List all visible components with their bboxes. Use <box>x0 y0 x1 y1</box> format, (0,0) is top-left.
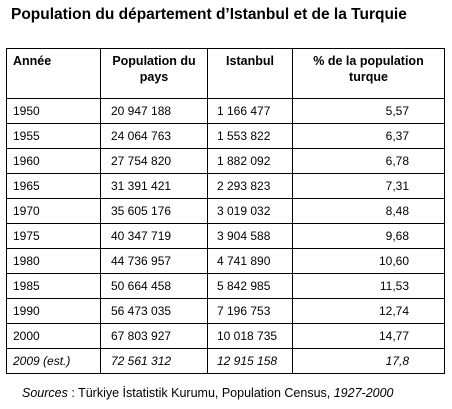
table-row: 1975 40 347 719 3 904 588 9,68 <box>6 223 445 249</box>
header-percent: % de la population turque <box>292 48 445 99</box>
year-cell: 1975 <box>6 223 101 249</box>
country-population-cell: 44 736 957 <box>100 248 208 274</box>
country-population-cell: 50 664 458 <box>100 273 208 299</box>
source-years: 1927-2000 <box>333 386 394 400</box>
year-cell: 1960 <box>6 148 101 174</box>
country-population-cell: 31 391 421 <box>100 173 208 199</box>
percent-cell: 8,48 <box>292 198 445 224</box>
country-population-cell: 40 347 719 <box>100 223 208 249</box>
percent-cell: 6,37 <box>292 123 445 149</box>
table-row: 1985 50 664 458 5 842 985 11,53 <box>6 273 445 299</box>
table-row: 1965 31 391 421 2 293 823 7,31 <box>6 173 445 199</box>
table-row: 1980 44 736 957 4 741 890 10,60 <box>6 248 445 274</box>
table-row: 2000 67 803 927 10 018 735 14,77 <box>6 323 445 349</box>
header-istanbul: Istanbul <box>207 48 293 99</box>
year-cell: 1950 <box>6 98 101 124</box>
istanbul-population-cell: 7 196 753 <box>207 298 293 324</box>
country-population-cell: 20 947 188 <box>100 98 208 124</box>
table-header-row: Année Population du pays Istanbul % de l… <box>6 48 445 99</box>
year-cell: 1980 <box>6 248 101 274</box>
istanbul-population-cell: 1 553 822 <box>207 123 293 149</box>
year-cell: 1955 <box>6 123 101 149</box>
year-cell: 1970 <box>6 198 101 224</box>
percent-cell: 12,74 <box>292 298 445 324</box>
percent-cell: 9,68 <box>292 223 445 249</box>
source-note: Sources : Türkiye İstatistik Kurumu, Pop… <box>22 386 394 400</box>
percent-cell: 7,31 <box>292 173 445 199</box>
istanbul-population-cell: 5 842 985 <box>207 273 293 299</box>
population-table: Année Population du pays Istanbul % de l… <box>6 48 445 374</box>
table-row: 1955 24 064 763 1 553 822 6,37 <box>6 123 445 149</box>
table-row: 1970 35 605 176 3 019 032 8,48 <box>6 198 445 224</box>
percent-cell: 14,77 <box>292 323 445 349</box>
istanbul-population-cell: 2 293 823 <box>207 173 293 199</box>
table-row: 1950 20 947 188 1 166 477 5,57 <box>6 98 445 124</box>
source-text: Türkiye İstatistik Kurumu, Population Ce… <box>78 386 334 400</box>
istanbul-population-cell: 10 018 735 <box>207 323 293 349</box>
percent-cell: 10,60 <box>292 248 445 274</box>
table-title: Population du département d’Istanbul et … <box>11 6 407 23</box>
table-row: 1990 56 473 035 7 196 753 12,74 <box>6 298 445 324</box>
year-cell: 1990 <box>6 298 101 324</box>
istanbul-population-cell: 3 904 588 <box>207 223 293 249</box>
year-cell: 1985 <box>6 273 101 299</box>
percent-cell: 17,8 <box>292 348 445 374</box>
country-population-cell: 72 561 312 <box>100 348 208 374</box>
table-row: 2009 (est.) 72 561 312 12 915 158 17,8 <box>6 348 445 374</box>
country-population-cell: 67 803 927 <box>100 323 208 349</box>
year-cell: 2000 <box>6 323 101 349</box>
percent-cell: 6,78 <box>292 148 445 174</box>
country-population-cell: 56 473 035 <box>100 298 208 324</box>
header-year: Année <box>6 48 101 99</box>
year-cell: 2009 (est.) <box>6 348 101 374</box>
source-label: Sources <box>22 386 68 400</box>
istanbul-population-cell: 3 019 032 <box>207 198 293 224</box>
table-row: 1960 27 754 820 1 882 092 6,78 <box>6 148 445 174</box>
country-population-cell: 35 605 176 <box>100 198 208 224</box>
country-population-cell: 24 064 763 <box>100 123 208 149</box>
istanbul-population-cell: 4 741 890 <box>207 248 293 274</box>
year-cell: 1965 <box>6 173 101 199</box>
percent-cell: 11,53 <box>292 273 445 299</box>
istanbul-population-cell: 1 882 092 <box>207 148 293 174</box>
header-country-population: Population du pays <box>100 48 208 99</box>
percent-cell: 5,57 <box>292 98 445 124</box>
istanbul-population-cell: 12 915 158 <box>207 348 293 374</box>
istanbul-population-cell: 1 166 477 <box>207 98 293 124</box>
source-separator: : <box>67 386 79 400</box>
country-population-cell: 27 754 820 <box>100 148 208 174</box>
